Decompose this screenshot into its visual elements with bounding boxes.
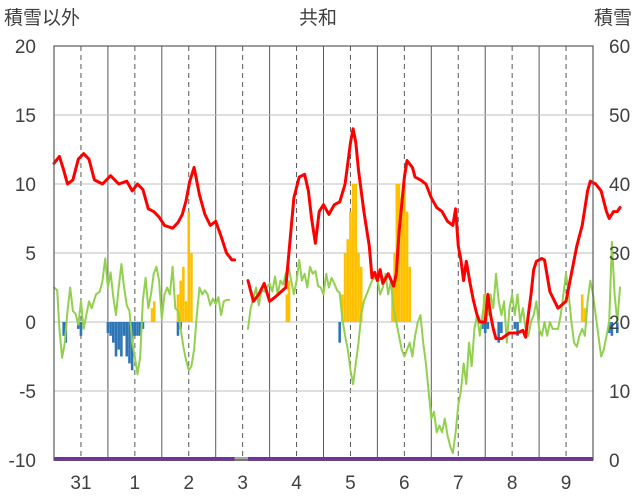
snow-bar xyxy=(187,211,191,322)
snow-bar xyxy=(179,280,182,322)
left-tick-label: -10 xyxy=(9,451,36,472)
right-tick-label: 30 xyxy=(609,244,630,265)
bottom-band xyxy=(54,457,593,461)
snow-bar xyxy=(341,294,344,322)
other-bar xyxy=(128,322,131,364)
right-tick-label: 50 xyxy=(609,106,630,127)
snow-bar xyxy=(343,253,347,322)
bottom-band-gap xyxy=(234,457,249,461)
chart-title: 共和 xyxy=(299,7,337,29)
other-bar xyxy=(486,322,490,329)
left-tick-label: -5 xyxy=(19,382,36,403)
other-bar xyxy=(481,322,484,329)
other-bar xyxy=(497,322,500,343)
snow-bar xyxy=(351,184,355,322)
right-tick-label: 0 xyxy=(609,451,620,472)
snow-bar xyxy=(184,301,188,322)
snow-bar xyxy=(405,211,409,322)
right-tick-label: 40 xyxy=(609,175,630,196)
other-bar xyxy=(114,322,118,357)
snow-bar xyxy=(357,253,360,322)
other-bar xyxy=(176,322,180,336)
right-axis-label: 積雪 xyxy=(594,7,632,29)
other-bar xyxy=(106,322,110,334)
snow-bar xyxy=(150,308,154,322)
other-bar xyxy=(338,322,341,343)
snow-bar xyxy=(393,253,396,322)
series-line xyxy=(52,152,237,262)
left-axis-label: 積雪以外 xyxy=(4,7,80,29)
x-tick-label: 6 xyxy=(399,473,410,494)
snow-bar xyxy=(176,294,180,322)
left-tick-label: 0 xyxy=(25,313,36,334)
other-bars xyxy=(62,322,619,371)
right-tick-labels: 60 50 40 30 20 10 0 xyxy=(609,37,630,472)
other-bar xyxy=(500,322,503,334)
snow-bar xyxy=(359,266,363,322)
x-tick-label: 5 xyxy=(345,473,356,494)
snow-bar xyxy=(285,294,289,322)
left-tick-label: 15 xyxy=(15,106,36,127)
right-tick-label: 60 xyxy=(609,37,630,58)
other-bar xyxy=(79,322,83,336)
other-bar xyxy=(483,322,487,334)
other-bar xyxy=(125,322,129,357)
snow-bar xyxy=(346,239,350,322)
other-bar xyxy=(138,322,142,336)
other-bar xyxy=(136,322,139,336)
snow-bar xyxy=(349,211,352,322)
x-tick-label: 7 xyxy=(453,473,464,494)
other-bar xyxy=(109,322,112,336)
other-bar xyxy=(615,322,619,334)
plot-frame xyxy=(53,45,594,461)
bottom-band-bar xyxy=(54,457,593,461)
snow-bar xyxy=(408,266,412,322)
x-tick-label: 31 xyxy=(70,473,91,494)
other-bar xyxy=(117,322,120,350)
left-tick-label: 20 xyxy=(15,37,36,58)
snow-bar xyxy=(287,280,291,322)
x-tick-label: 1 xyxy=(130,473,141,494)
left-tick-labels: 20 15 10 5 0 -5 -10 xyxy=(9,37,36,472)
snow-bar xyxy=(580,294,584,322)
snow-bar xyxy=(190,253,193,322)
x-tick-label: 2 xyxy=(183,473,194,494)
snow-bar xyxy=(182,266,185,322)
left-tick-label: 5 xyxy=(25,244,36,265)
snow-bar xyxy=(400,197,403,322)
snow-bar xyxy=(583,308,587,322)
right-tick-label: 10 xyxy=(609,382,630,403)
snow-bar xyxy=(354,184,358,322)
series-line xyxy=(53,257,231,376)
left-tick-label: 10 xyxy=(15,175,36,196)
other-bar xyxy=(111,322,115,343)
other-bar xyxy=(513,322,517,329)
x-tick-label: 8 xyxy=(507,473,518,494)
series-lines xyxy=(52,127,622,455)
other-bar xyxy=(62,322,65,336)
other-bar xyxy=(141,322,145,329)
snow-bar xyxy=(403,184,406,322)
other-bar xyxy=(610,322,614,336)
x-tick-label: 4 xyxy=(291,473,302,494)
series-line xyxy=(246,127,622,341)
x-tick-label: 3 xyxy=(237,473,248,494)
x-tick-labels: 31 1 2 3 4 5 6 7 8 9 xyxy=(70,473,571,494)
other-bar xyxy=(607,322,611,334)
other-bar xyxy=(120,322,123,357)
series-line xyxy=(247,241,621,455)
x-tick-label: 9 xyxy=(561,473,572,494)
right-tick-label: 20 xyxy=(609,313,630,334)
other-bar xyxy=(516,322,519,336)
snow-bar xyxy=(152,301,156,322)
other-bar xyxy=(133,322,137,336)
other-bar xyxy=(122,322,126,336)
